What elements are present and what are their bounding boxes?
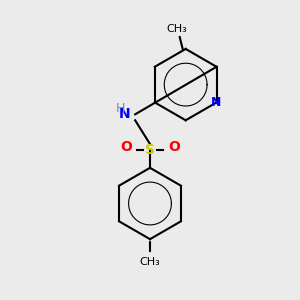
Text: H: H bbox=[116, 102, 125, 115]
Text: S: S bbox=[145, 143, 155, 157]
Text: N: N bbox=[212, 96, 222, 109]
Text: O: O bbox=[120, 140, 132, 154]
Text: N: N bbox=[119, 107, 131, 121]
Text: CH₃: CH₃ bbox=[167, 24, 187, 34]
Text: CH₃: CH₃ bbox=[140, 257, 160, 267]
Text: O: O bbox=[168, 140, 180, 154]
